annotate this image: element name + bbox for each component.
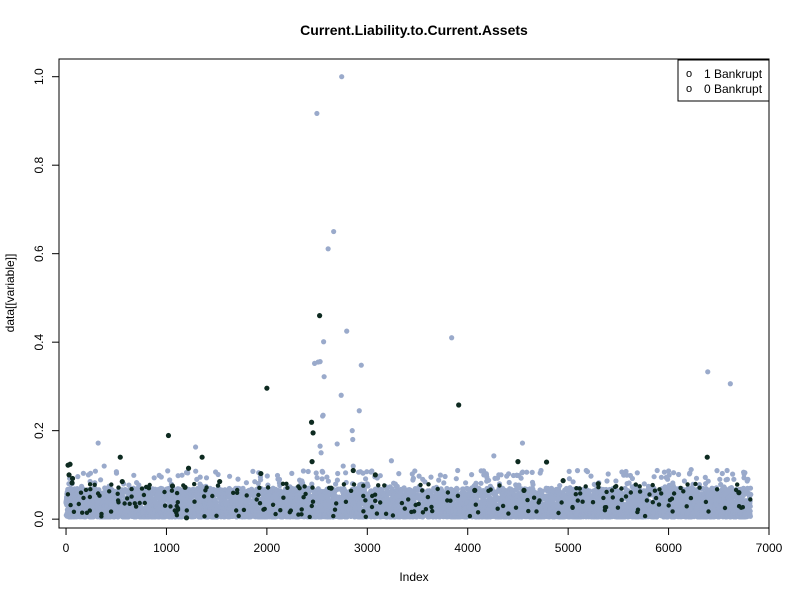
point-bankrupt-0 [530,482,536,488]
point-bankrupt-0 [158,474,164,480]
point-bankrupt-0 [363,476,369,482]
point-bankrupt-0 [276,476,283,482]
point-bankrupt-0 [313,470,319,476]
point-bankrupt-0 [215,471,221,478]
point-bankrupt-0 [75,474,81,480]
plot-frame [58,58,770,529]
point-bankrupt-0 [175,473,181,479]
point-bankrupt-0 [80,470,86,476]
point-bankrupt-0 [365,483,371,489]
point-bankrupt-0 [179,472,185,478]
point-bankrupt-0 [305,468,311,475]
point-bankrupt-0 [227,473,233,479]
point-bankrupt-0 [264,473,270,479]
point-bankrupt-0 [396,471,402,477]
point-bankrupt-0 [442,473,448,480]
point-bankrupt-0 [243,480,249,486]
point-bankrupt-0 [136,482,142,488]
chart-title: Current.Liability.to.Current.Assets [300,22,528,38]
point-bankrupt-0 [478,480,484,486]
point-bankrupt-0 [319,476,325,482]
point-bankrupt-0 [258,477,264,483]
point-bankrupt-0 [98,477,104,483]
point-bankrupt-0 [113,470,120,476]
point-bankrupt-0 [320,469,326,475]
point-bankrupt-0 [167,477,173,483]
point-bankrupt-0 [436,477,442,483]
point-bankrupt-0 [369,468,375,474]
point-bankrupt-0 [506,479,512,486]
point-bankrupt-0 [131,472,137,478]
point-bankrupt-0 [412,468,418,474]
point-bankrupt-0 [486,477,492,483]
point-bankrupt-0 [428,474,434,480]
point-bankrupt-0 [197,474,203,480]
point-bankrupt-0 [524,469,530,475]
point-bankrupt-0 [506,471,512,477]
point-bankrupt-0 [314,475,320,481]
point-bankrupt-0 [289,470,295,476]
point-bankrupt-0 [343,470,349,476]
point-bankrupt-0 [335,470,341,477]
point-bankrupt-0 [529,469,535,475]
point-bankrupt-0 [377,473,383,479]
point-bankrupt-0 [185,470,191,476]
point-bankrupt-0 [557,483,563,489]
point-bankrupt-0 [203,475,210,481]
point-bankrupt-0 [441,480,447,486]
point-bankrupt-0 [151,475,157,481]
point-bankrupt-0 [463,480,469,486]
point-bankrupt-0 [453,476,459,482]
point-bankrupt-0 [325,478,331,484]
point-bankrupt-0 [92,468,98,474]
point-bankrupt-0 [300,468,306,474]
point-bankrupt-0 [518,475,524,481]
point-bankrupt-0 [410,475,416,481]
point-bankrupt-0 [498,472,504,478]
point-bankrupt-0 [334,477,340,483]
point-bankrupt-0 [250,468,256,474]
data-points [63,74,754,521]
point-bankrupt-0 [159,486,165,492]
point-bankrupt-0 [469,472,475,478]
point-bankrupt-0 [235,476,241,482]
point-bankrupt-0 [454,486,460,492]
point-bankrupt-0 [165,468,171,474]
point-bankrupt-0 [193,468,199,474]
point-bankrupt-0 [437,472,443,478]
point-bankrupt-0 [87,470,94,476]
